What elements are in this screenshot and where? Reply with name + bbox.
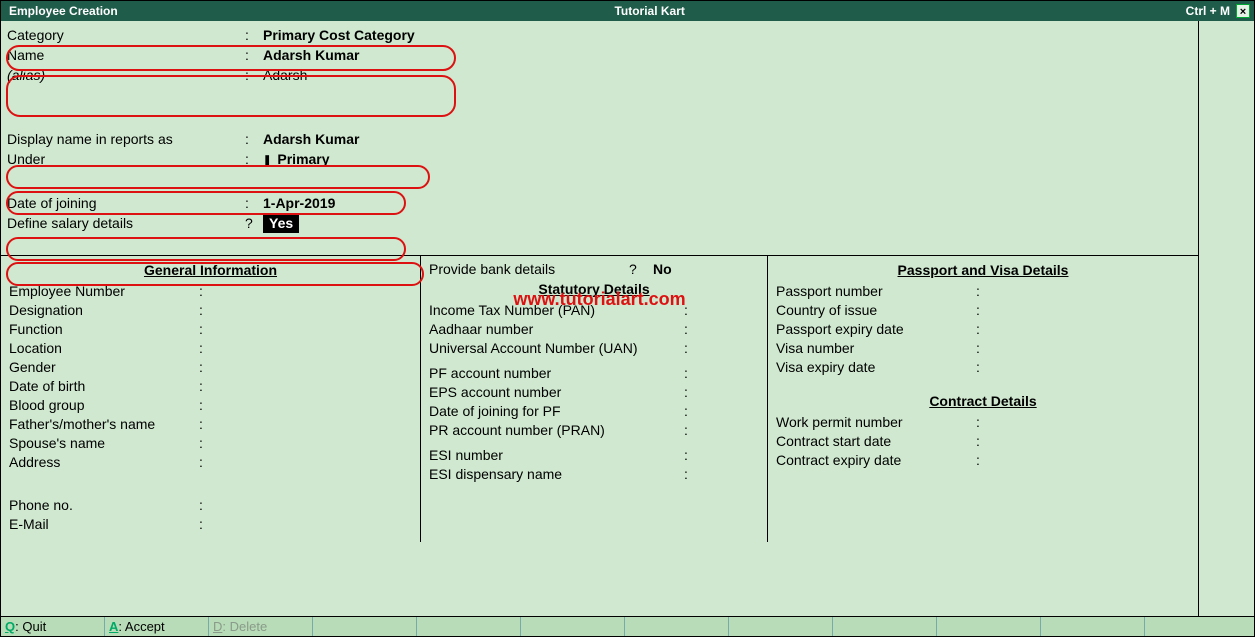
row-alias: (alias) : Adarsh — [7, 65, 1192, 85]
spacer — [7, 171, 1192, 193]
header-contract: Contract Details — [776, 393, 1190, 409]
label-pfdoj: Date of joining for PF — [429, 402, 684, 421]
label-pexp: Passport expiry date — [776, 320, 976, 339]
colon: : — [245, 129, 263, 149]
header-passport: Passport and Visa Details — [776, 262, 1190, 278]
label-salary: Define salary details — [7, 213, 245, 233]
form-panel: Category : Primary Cost Category Name : … — [1, 21, 1199, 616]
row-under: Under : Primary — [7, 149, 1192, 171]
quit-button[interactable]: Q: Quit — [1, 617, 105, 636]
footer-bar: Q: Quit A: Accept D: Delete — [1, 616, 1254, 636]
value-displayname[interactable]: Adarsh Kumar — [263, 129, 359, 149]
footer-slot — [417, 617, 521, 636]
row-doj: Date of joining : 1-Apr-2019 — [7, 193, 1192, 213]
label-vexp: Visa expiry date — [776, 358, 976, 377]
footer-slot — [833, 617, 937, 636]
label-pran: PR account number (PRAN) — [429, 421, 684, 440]
label-spouse: Spouse's name — [9, 434, 199, 453]
label-location: Location — [9, 339, 199, 358]
footer-slot — [1145, 617, 1254, 636]
footer-slot — [1041, 617, 1145, 636]
value-bank[interactable]: No — [653, 260, 672, 279]
label-pf: PF account number — [429, 364, 684, 383]
label-uan: Universal Account Number (UAN) — [429, 339, 684, 358]
label-vno: Visa number — [776, 339, 976, 358]
label-esidisp: ESI dispensary name — [429, 465, 684, 484]
label-email: E-Mail — [9, 515, 199, 534]
col-general: General Information Employee Number: Des… — [1, 256, 421, 542]
top-area: Category : Primary Cost Category Name : … — [1, 21, 1198, 233]
label-emp-no: Employee Number — [9, 282, 199, 301]
label-aadhaar: Aadhaar number — [429, 320, 684, 339]
colon: : — [245, 25, 263, 45]
footer-slot — [313, 617, 417, 636]
label-phone: Phone no. — [9, 496, 199, 515]
col-passport: Passport and Visa Details Passport numbe… — [768, 256, 1198, 542]
label-designation: Designation — [9, 301, 199, 320]
footer-slot — [625, 617, 729, 636]
value-doj[interactable]: 1-Apr-2019 — [263, 193, 335, 213]
label-name: Name — [7, 45, 245, 65]
label-alias: (alias) — [7, 65, 245, 85]
title-bar: Employee Creation Tutorial Kart Ctrl + M… — [1, 1, 1254, 21]
value-alias[interactable]: Adarsh — [263, 65, 307, 85]
label-bank: Provide bank details — [429, 260, 629, 279]
colon: ? — [245, 213, 263, 233]
label-eps: EPS account number — [429, 383, 684, 402]
value-salary[interactable]: Yes — [263, 213, 299, 233]
label-esi: ESI number — [429, 446, 684, 465]
row-name: Name : Adarsh Kumar — [7, 45, 1192, 65]
colon: : — [245, 149, 263, 169]
footer-slot — [937, 617, 1041, 636]
label-address: Address — [9, 453, 199, 472]
title-right: Ctrl + M × — [1182, 4, 1254, 18]
right-sidebar — [1199, 21, 1254, 616]
label-parent: Father's/mother's name — [9, 415, 199, 434]
watermark-text: www.tutorialart.com — [513, 289, 685, 310]
label-cexp: Contract expiry date — [776, 451, 976, 470]
main-area: Category : Primary Cost Category Name : … — [1, 21, 1254, 616]
label-permit: Work permit number — [776, 413, 976, 432]
title-left: Employee Creation — [1, 4, 118, 18]
label-blood: Blood group — [9, 396, 199, 415]
app-window: Employee Creation Tutorial Kart Ctrl + M… — [0, 0, 1255, 637]
spacer — [7, 85, 1192, 129]
footer-slot — [729, 617, 833, 636]
label-country: Country of issue — [776, 301, 976, 320]
value-under[interactable]: Primary — [263, 149, 330, 171]
row-category: Category : Primary Cost Category — [7, 25, 1192, 45]
label-category: Category — [7, 25, 245, 45]
close-icon[interactable]: × — [1236, 4, 1250, 18]
title-shortcut: Ctrl + M — [1186, 4, 1230, 18]
value-category[interactable]: Primary Cost Category — [263, 25, 415, 45]
label-displayname: Display name in reports as — [7, 129, 245, 149]
row-displayname: Display name in reports as : Adarsh Kuma… — [7, 129, 1192, 149]
title-center: Tutorial Kart — [118, 4, 1182, 18]
label-dob: Date of birth — [9, 377, 199, 396]
label-doj: Date of joining — [7, 193, 245, 213]
label-pno: Passport number — [776, 282, 976, 301]
label-under: Under — [7, 149, 245, 169]
row-salary: Define salary details ? Yes — [7, 213, 1192, 233]
footer-slot — [521, 617, 625, 636]
delete-button[interactable]: D: Delete — [209, 617, 313, 636]
colon: : — [245, 45, 263, 65]
header-general: General Information — [9, 262, 412, 278]
colon: : — [245, 193, 263, 213]
accept-button[interactable]: A: Accept — [105, 617, 209, 636]
value-name[interactable]: Adarsh Kumar — [263, 45, 359, 65]
label-cstart: Contract start date — [776, 432, 976, 451]
label-gender: Gender — [9, 358, 199, 377]
label-function: Function — [9, 320, 199, 339]
colon: : — [245, 65, 263, 85]
